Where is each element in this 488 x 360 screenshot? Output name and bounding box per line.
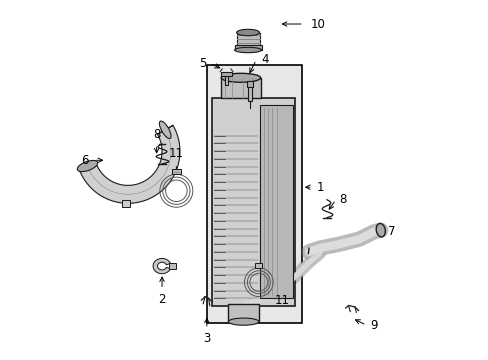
Bar — [172, 169, 180, 174]
Ellipse shape — [159, 121, 171, 139]
Ellipse shape — [221, 73, 260, 82]
Bar — [260, 105, 292, 298]
Bar — [228, 304, 258, 321]
Text: 1: 1 — [316, 181, 323, 194]
Polygon shape — [153, 258, 170, 274]
Bar — [122, 201, 130, 207]
Bar — [255, 263, 262, 268]
Bar — [221, 78, 260, 98]
Bar — [224, 74, 228, 85]
Text: 2: 2 — [158, 293, 165, 306]
Text: 5: 5 — [199, 57, 206, 70]
Bar — [236, 32, 259, 45]
Ellipse shape — [375, 224, 385, 237]
Bar — [246, 81, 253, 87]
Text: 7: 7 — [387, 225, 395, 238]
Text: 3: 3 — [203, 332, 210, 345]
Text: 8: 8 — [339, 193, 346, 206]
Text: 9: 9 — [369, 319, 377, 332]
Text: 4: 4 — [261, 53, 269, 66]
Ellipse shape — [228, 318, 258, 325]
Bar — [247, 85, 251, 101]
Bar — [234, 45, 261, 50]
Bar — [169, 263, 175, 269]
Bar — [206, 65, 301, 323]
Polygon shape — [79, 125, 180, 203]
Bar — [221, 72, 231, 76]
Bar — [212, 98, 294, 306]
Text: 10: 10 — [310, 18, 325, 31]
Text: 11: 11 — [168, 147, 183, 160]
Ellipse shape — [236, 29, 259, 36]
Ellipse shape — [234, 47, 261, 53]
Ellipse shape — [77, 161, 98, 172]
Text: 11: 11 — [274, 294, 289, 307]
Text: 8: 8 — [153, 127, 160, 140]
Text: 6: 6 — [81, 154, 88, 167]
